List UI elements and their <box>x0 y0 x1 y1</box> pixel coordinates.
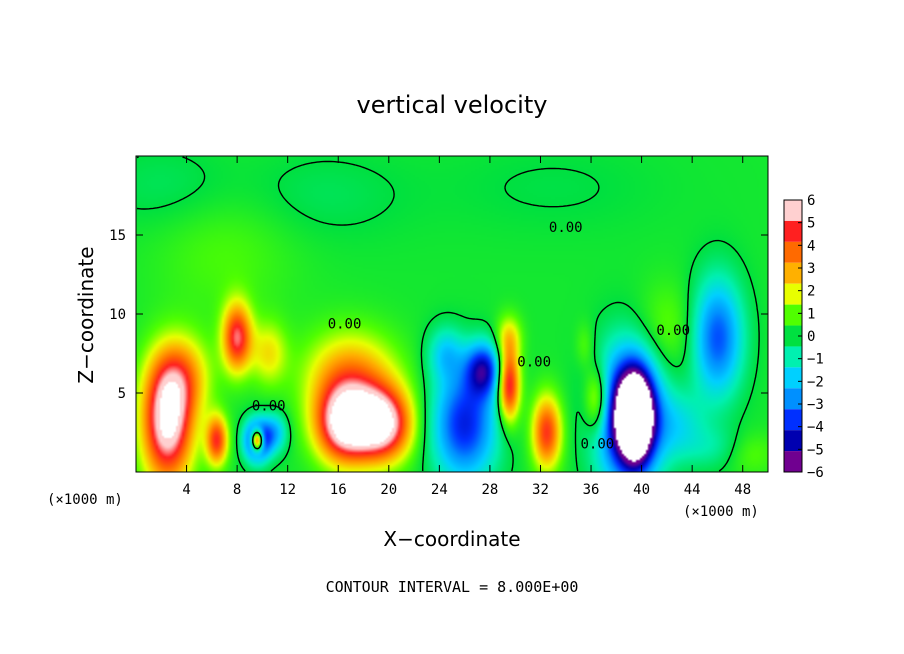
x-tick-label: 40 <box>633 482 650 498</box>
x-axis-ticks: 4 8 12 16 20 24 28 32 36 40 44 48 <box>182 156 751 498</box>
contour-label: 0.00 <box>581 437 615 453</box>
colorbar-tick-label: 5 <box>807 216 815 232</box>
colorbar-swatch <box>784 325 802 347</box>
colorbar-tick-label: 4 <box>807 238 815 254</box>
x-tick-label: 12 <box>279 482 296 498</box>
zero-contour-lines <box>136 156 760 472</box>
colorbar-tick-label: 0 <box>807 329 815 345</box>
x-tick-label: 48 <box>734 482 751 498</box>
colorbar-tick-label: −1 <box>807 352 824 368</box>
plot-area: 0.00 0.00 0.00 0.00 0.00 0.00 <box>135 155 769 473</box>
colorbar-tick-label: −4 <box>807 420 824 436</box>
contour-label: 0.00 <box>517 354 551 370</box>
colorbar-swatch <box>784 346 802 368</box>
colorbar-tick-label: −3 <box>807 397 824 413</box>
contour-label: 0.00 <box>656 323 690 339</box>
colorbar-swatch <box>784 388 802 410</box>
y-tick-label: 5 <box>118 386 126 402</box>
colorbar-swatch <box>784 409 802 431</box>
x-tick-label: 16 <box>330 482 347 498</box>
colorbar-swatch <box>784 241 802 263</box>
x-tick-label: 44 <box>684 482 701 498</box>
colorbar-swatch <box>784 367 802 389</box>
colorbar: 6 5 4 3 2 1 0 −1 −2 −3 −4 −5 −6 <box>783 193 824 481</box>
x-tick-label: 36 <box>583 482 600 498</box>
y-tick-label: 10 <box>109 307 126 323</box>
chart-title: vertical velocity <box>357 91 548 119</box>
contour-zero-line <box>136 156 760 472</box>
colorbar-swatch <box>784 304 802 326</box>
x-tick-label: 20 <box>380 482 397 498</box>
contour-labels: 0.00 0.00 0.00 0.00 0.00 0.00 <box>252 220 690 452</box>
colorbar-tick-label: 3 <box>807 261 815 277</box>
colorbar-swatch <box>784 200 802 221</box>
colorbar-swatch <box>784 283 802 305</box>
colorbar-tick-label: 6 <box>807 193 815 209</box>
contour-label: 0.00 <box>549 220 583 236</box>
x-unit-label-left: (×1000 m) <box>47 492 123 508</box>
colorbar-tick-label: −2 <box>807 374 824 390</box>
x-tick-label: 4 <box>182 482 190 498</box>
colorbar-swatch <box>784 262 802 284</box>
colorbar-tick-label: 2 <box>807 284 815 300</box>
y-axis-label: Z−coordinate <box>74 246 98 383</box>
colorbar-tick-label: 1 <box>807 306 815 322</box>
x-tick-label: 24 <box>431 482 448 498</box>
contour-interval-note: CONTOUR INTERVAL = 8.000E+00 <box>326 578 579 596</box>
contour-label: 0.00 <box>252 399 286 415</box>
contour-label: 0.00 <box>328 316 362 332</box>
x-tick-label: 28 <box>481 482 498 498</box>
colorbar-swatch <box>784 220 802 242</box>
colorbar-swatch <box>784 451 802 472</box>
x-tick-label: 32 <box>532 482 549 498</box>
colorbar-tick-label: −5 <box>807 442 824 458</box>
velocity-field <box>136 156 768 472</box>
x-axis-label: X−coordinate <box>383 527 520 551</box>
colorbar-swatch <box>784 430 802 452</box>
colorbar-tick-label: −6 <box>807 465 824 481</box>
y-axis-ticks: 5 10 15 <box>109 228 768 402</box>
y-tick-label: 15 <box>109 228 126 244</box>
x-tick-label: 8 <box>233 482 241 498</box>
x-unit-label-right: (×1000 m) <box>683 504 759 520</box>
